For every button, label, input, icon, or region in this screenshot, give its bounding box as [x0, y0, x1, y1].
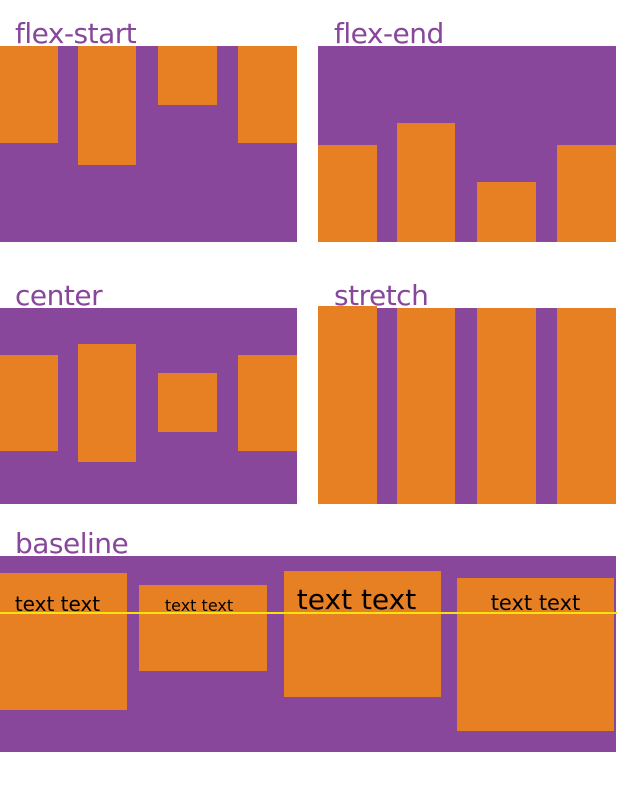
- baseline-guide-line: [0, 612, 617, 614]
- flex-item: [78, 344, 136, 462]
- flex-item: [318, 306, 377, 504]
- item-text: text text: [296, 583, 417, 616]
- flex-item: [0, 355, 58, 451]
- flex-item: [477, 308, 536, 504]
- flex-item: [397, 123, 455, 242]
- flex-item: text text: [457, 578, 614, 731]
- stretch-container: [318, 306, 616, 504]
- flex-item: [158, 46, 217, 105]
- center-label: center: [15, 279, 103, 312]
- item-text: text text: [490, 591, 581, 615]
- item-text: text text: [164, 596, 234, 615]
- flex-end-container: [318, 46, 616, 242]
- center-container: [0, 308, 297, 504]
- flex-item: text text: [284, 571, 441, 697]
- flex-item: text text: [139, 585, 267, 671]
- flex-item: [238, 46, 297, 143]
- baseline-container: text text text text text text text text: [0, 556, 616, 752]
- flex-item: [397, 308, 455, 504]
- flex-item: [78, 46, 136, 165]
- flex-item: [318, 145, 377, 242]
- flex-item: [557, 308, 616, 504]
- flex-item: text text: [0, 573, 127, 710]
- flex-item: [158, 373, 217, 432]
- flex-end-label: flex-end: [334, 17, 444, 50]
- flex-item: [477, 182, 536, 242]
- flex-start-label: flex-start: [15, 17, 137, 50]
- stretch-label: stretch: [334, 279, 429, 312]
- flex-item: [557, 145, 616, 242]
- flex-start-container: [0, 46, 297, 242]
- flex-item: [0, 46, 58, 143]
- baseline-label: baseline: [15, 527, 129, 560]
- flex-item: [238, 355, 297, 451]
